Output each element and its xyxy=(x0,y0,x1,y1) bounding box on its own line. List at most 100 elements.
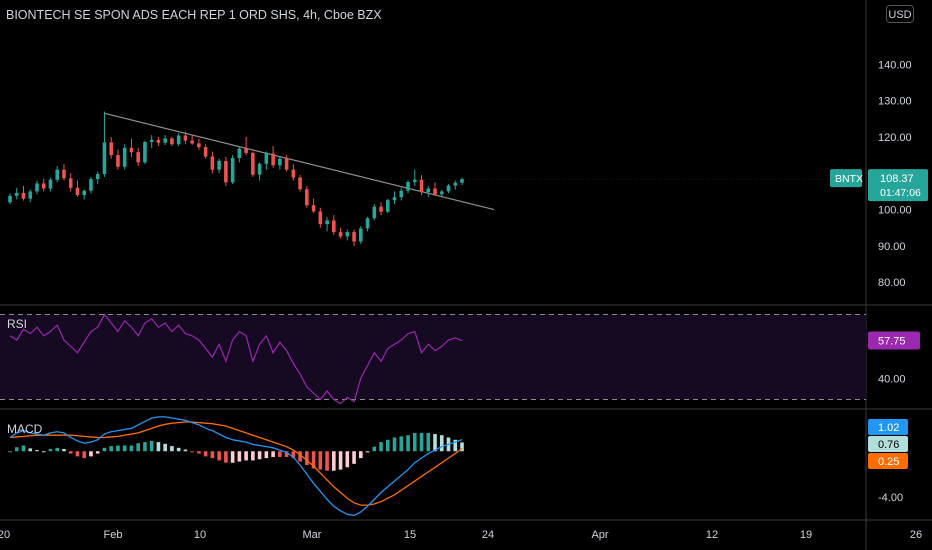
candle-body xyxy=(21,192,26,199)
macd-hist-value-label: 0.76 xyxy=(878,439,899,451)
candle-body xyxy=(170,138,174,145)
macd-histogram-bar xyxy=(163,443,167,452)
macd-histogram-bar xyxy=(122,445,127,452)
macd-histogram-bar xyxy=(453,439,458,452)
macd-histogram-bar xyxy=(224,451,228,463)
macd-histogram-bar xyxy=(41,451,46,453)
candle-body xyxy=(8,195,12,203)
candle-body xyxy=(332,220,336,233)
macd-histogram-bar xyxy=(95,451,100,454)
macd-histogram-bar xyxy=(264,451,269,459)
candle-body xyxy=(244,148,248,153)
macd-histogram-bar xyxy=(21,445,26,452)
x-axis-tick: 12 xyxy=(706,529,718,541)
candle-body xyxy=(338,232,343,237)
rsi-line xyxy=(9,313,463,405)
rsi-value-label: 57.75 xyxy=(878,336,906,348)
macd-histogram-bar xyxy=(332,451,336,471)
candle-body xyxy=(251,152,255,175)
trendline xyxy=(104,112,495,211)
candle-body xyxy=(156,139,161,143)
currency-button[interactable]: USD xyxy=(886,5,914,23)
macd-histogram-bar xyxy=(62,448,66,452)
candle-body xyxy=(197,143,201,148)
macd-histogram-bar xyxy=(89,451,93,457)
macd-histogram-bar xyxy=(345,451,350,468)
candle-body xyxy=(291,169,296,178)
macd-line xyxy=(9,416,463,517)
candle-body xyxy=(345,232,350,237)
macd-histogram-bar xyxy=(237,451,242,462)
candle-body xyxy=(41,183,46,189)
candle-body xyxy=(109,142,113,156)
candle-body xyxy=(392,197,397,201)
macd-histogram-bar xyxy=(257,451,262,460)
x-axis-tick: Apr xyxy=(591,529,608,541)
rsi-band xyxy=(0,314,866,400)
candle-body xyxy=(163,138,167,143)
candle-body xyxy=(399,190,404,198)
candle-body xyxy=(116,155,120,167)
candle-body xyxy=(406,181,410,191)
candle-body xyxy=(433,188,437,195)
macd-histogram-bar xyxy=(379,442,383,452)
macd-histogram-bar xyxy=(230,451,235,463)
macd-histogram-bar xyxy=(156,442,161,452)
candle-body xyxy=(129,147,134,153)
candle-body xyxy=(230,158,235,183)
macd-value-label: 1.02 xyxy=(878,422,899,434)
x-axis-tick: 26 xyxy=(910,529,922,541)
macd-histogram-bar xyxy=(183,449,188,452)
macd-histogram-bar xyxy=(298,451,302,462)
macd-histogram-bar xyxy=(399,436,404,452)
candle-body xyxy=(176,135,181,145)
macd-histogram-bar xyxy=(372,446,377,452)
price-y-tick: 90.00 xyxy=(878,241,906,253)
macd-pane-label: MACD xyxy=(7,422,43,436)
price-y-tick: 130.00 xyxy=(878,96,912,108)
macd-histogram-bar xyxy=(305,451,309,465)
macd-histogram-bar xyxy=(68,451,73,454)
candle-body xyxy=(203,147,208,157)
macd-histogram-bar xyxy=(203,451,208,457)
countdown-label: 01:47:06 xyxy=(880,187,921,199)
candle-body xyxy=(95,173,100,180)
candle-body xyxy=(122,147,127,167)
candle-body xyxy=(82,190,87,196)
candle-body xyxy=(446,185,451,192)
macd-hist-value-label-bg xyxy=(868,436,908,452)
candle-body xyxy=(278,158,282,166)
macd-histogram-bar xyxy=(338,451,343,470)
macd-signal-line xyxy=(9,421,463,506)
candle-body xyxy=(62,169,66,179)
macd-histogram-bar xyxy=(433,434,437,452)
candle-body xyxy=(412,179,417,182)
macd-histogram-bar xyxy=(365,451,370,453)
macd-histogram-bar xyxy=(170,446,174,452)
x-axis-tick: 15 xyxy=(404,529,416,541)
candle-body xyxy=(237,148,242,159)
last-price-label: 108.37 xyxy=(880,173,914,185)
x-axis-tick: Mar xyxy=(303,529,322,541)
macd-histogram-bar xyxy=(217,451,221,461)
price-y-tick: 120.00 xyxy=(878,132,912,144)
macd-histogram-bar xyxy=(385,439,390,452)
candle-body xyxy=(190,140,194,144)
candle-body xyxy=(305,189,309,206)
macd-histogram-bar xyxy=(210,451,215,459)
macd-histogram-bar xyxy=(82,451,87,459)
candle-body xyxy=(55,169,60,180)
macd-histogram-bar xyxy=(35,450,39,452)
macd-histogram-bar xyxy=(284,451,289,457)
macd-histogram-bar xyxy=(102,447,107,452)
macd-histogram-bar xyxy=(244,451,248,461)
candle-body xyxy=(379,206,383,212)
macd-histogram-bar xyxy=(406,435,410,452)
macd-histogram-bar xyxy=(109,446,113,452)
x-axis-tick: Feb xyxy=(104,529,123,541)
macd-histogram-bar xyxy=(48,448,53,452)
candle-body xyxy=(224,160,228,183)
candle-body xyxy=(14,192,19,196)
chart-title: BIONTECH SE SPON ADS EACH REP 1 ORD SHS,… xyxy=(6,8,382,22)
